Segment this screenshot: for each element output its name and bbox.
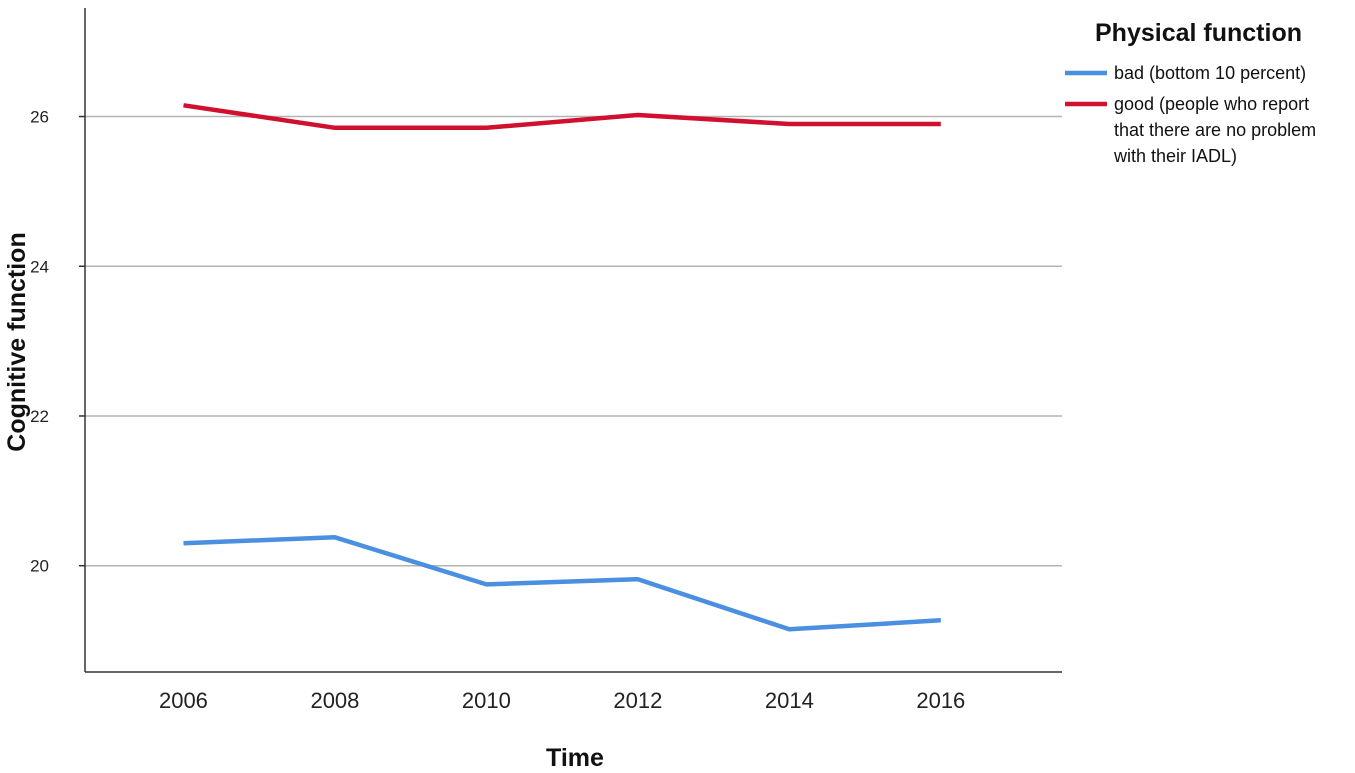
series-lines <box>183 103 941 632</box>
x-tick-label: 2008 <box>310 688 359 713</box>
legend-label: good (people who report <box>1114 94 1309 114</box>
series-line-0 <box>183 535 941 632</box>
legend-label: that there are no problem <box>1114 120 1316 140</box>
y-axis-title: Cognitive function <box>3 232 31 451</box>
legend-label: bad (bottom 10 percent) <box>1114 63 1306 83</box>
y-tick-label: 22 <box>30 407 49 426</box>
y-tick-label: 20 <box>30 557 49 576</box>
x-tick-label: 2014 <box>765 688 814 713</box>
series-line-1 <box>183 103 941 131</box>
x-tick-label: 2012 <box>613 688 662 713</box>
legend-title: Physical function <box>1095 19 1302 47</box>
y-tick-label: 26 <box>30 108 49 127</box>
x-tick-label: 2006 <box>159 688 208 713</box>
legend-label: with their IADL) <box>1113 146 1237 166</box>
x-axis-title: Time <box>546 744 604 772</box>
legend: Physical function bad (bottom 10 percent… <box>1065 19 1316 166</box>
gridlines <box>85 115 1062 567</box>
x-tick-label: 2016 <box>916 688 965 713</box>
y-tick-label: 24 <box>30 257 49 276</box>
x-tick-label: 2010 <box>462 688 511 713</box>
x-tick-labels: 2006 2008 2010 2012 2014 2016 <box>159 688 965 713</box>
y-tick-labels: 20 22 24 26 <box>30 108 85 576</box>
